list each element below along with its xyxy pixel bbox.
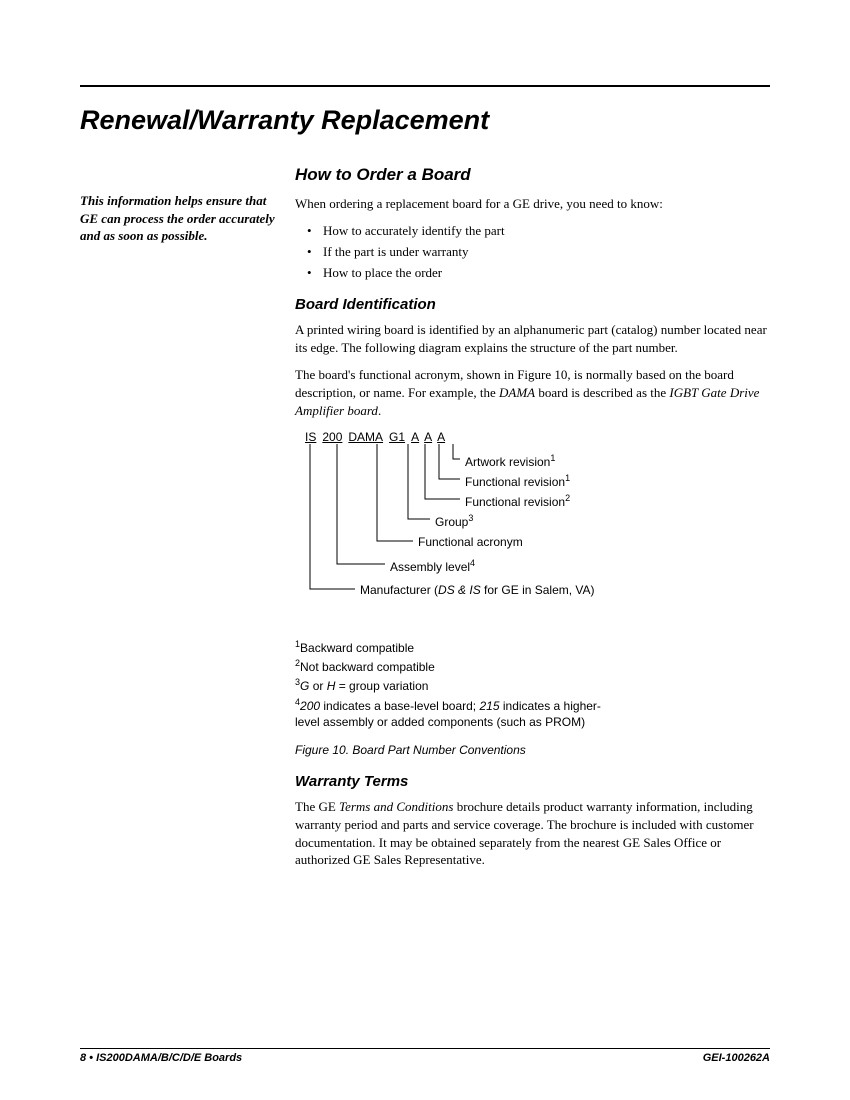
- text: = group variation: [335, 679, 428, 693]
- main-title: Renewal/Warranty Replacement: [80, 105, 770, 136]
- italic-text: Terms and Conditions: [339, 799, 453, 814]
- footer-right: GEI-100262A: [703, 1052, 770, 1064]
- text: Functional revision: [465, 475, 565, 489]
- page-footer: 8 • IS200DAMA/B/C/D/E Boards GEI-100262A: [80, 1048, 770, 1064]
- footnote-1: 1Backward compatible: [295, 638, 625, 656]
- text: board is described as the: [535, 385, 669, 400]
- footer-row: 8 • IS200DAMA/B/C/D/E Boards GEI-100262A: [80, 1052, 770, 1064]
- body-column: How to Order a Board When ordering a rep…: [295, 164, 770, 879]
- text: Assembly level: [390, 560, 470, 574]
- bullet-item: If the part is under warranty: [295, 243, 770, 261]
- label-functional-rev-2: Functional revision2: [465, 492, 570, 510]
- label-manufacturer: Manufacturer (DS & IS for GE in Salem, V…: [360, 582, 595, 598]
- footer-left: 8 • IS200DAMA/B/C/D/E Boards: [80, 1052, 242, 1064]
- text: .: [378, 403, 381, 418]
- footnote-block: 1Backward compatible 2Not backward compa…: [295, 638, 625, 730]
- ident-para-2: The board's functional acronym, shown in…: [295, 366, 770, 419]
- page-content: Renewal/Warranty Replacement This inform…: [80, 85, 770, 1045]
- text: Backward compatible: [300, 641, 414, 655]
- text: Functional revision: [465, 495, 565, 509]
- footnote-4: 4200 indicates a base-level board; 215 i…: [295, 696, 625, 730]
- bullet-item: How to place the order: [295, 264, 770, 282]
- italic-text: DS & IS: [438, 583, 481, 597]
- text: or: [309, 679, 326, 693]
- label-assembly-level: Assembly level4: [390, 557, 475, 575]
- label-functional-acronym: Functional acronym: [418, 534, 523, 550]
- two-column-layout: This information helps ensure that GE ca…: [80, 164, 770, 879]
- text: Manufacturer (: [360, 583, 438, 597]
- text: for GE in Salem, VA): [481, 583, 595, 597]
- sup: 1: [550, 453, 555, 463]
- sup: 1: [565, 473, 570, 483]
- warranty-para: The GE Terms and Conditions brochure det…: [295, 798, 770, 868]
- part-number-diagram: IS 200 DAMA G1 A A A: [295, 429, 735, 634]
- label-group: Group3: [435, 512, 473, 530]
- side-note: This information helps ensure that GE ca…: [80, 164, 275, 879]
- label-artwork-rev: Artwork revision1: [465, 452, 555, 470]
- sup: 2: [565, 493, 570, 503]
- sup: 3: [468, 513, 473, 523]
- text: Not backward compatible: [300, 660, 435, 674]
- footnote-3: 3G or H = group variation: [295, 676, 625, 694]
- text: indicates a base-level board;: [320, 699, 479, 713]
- footer-rule: [80, 1048, 770, 1049]
- top-rule: [80, 85, 770, 87]
- italic-text: DAMA: [499, 385, 535, 400]
- text: Group: [435, 515, 468, 529]
- italic-text: 200: [300, 699, 320, 713]
- ident-para-1: A printed wiring board is identified by …: [295, 321, 770, 356]
- sup: 4: [470, 558, 475, 568]
- heading-how-to-order: How to Order a Board: [295, 164, 770, 187]
- italic-text: G: [300, 679, 309, 693]
- text: Artwork revision: [465, 455, 550, 469]
- order-bullet-list: How to accurately identify the part If t…: [295, 222, 770, 281]
- text: The GE: [295, 799, 339, 814]
- label-functional-rev-1: Functional revision1: [465, 472, 570, 490]
- heading-board-identification: Board Identification: [295, 295, 770, 315]
- footnote-2: 2Not backward compatible: [295, 657, 625, 675]
- order-intro: When ordering a replacement board for a …: [295, 195, 770, 213]
- heading-warranty-terms: Warranty Terms: [295, 772, 770, 792]
- italic-text: 215: [479, 699, 499, 713]
- figure-caption: Figure 10. Board Part Number Conventions: [295, 742, 770, 758]
- bullet-item: How to accurately identify the part: [295, 222, 770, 240]
